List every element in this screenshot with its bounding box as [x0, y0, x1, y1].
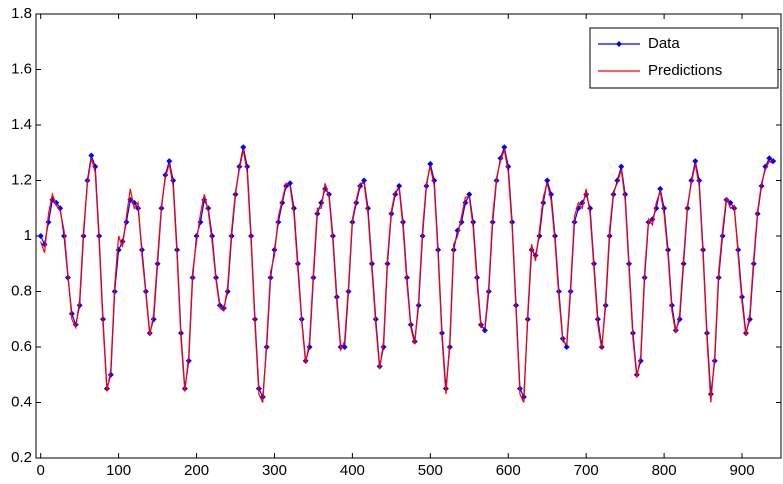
y-tick-label: 1 — [24, 227, 32, 244]
legend-label: Data — [648, 35, 680, 52]
data-point — [37, 233, 44, 239]
x-tick-label: 600 — [496, 462, 521, 479]
y-tick-label: 1.8 — [11, 5, 32, 22]
legend-box — [589, 27, 779, 89]
data-point — [692, 158, 699, 165]
x-tick-label: 900 — [730, 462, 755, 479]
legend: Data Predictions — [589, 27, 779, 89]
data-point — [618, 163, 625, 170]
data-point — [657, 185, 664, 192]
series-line — [40, 147, 774, 403]
data-point — [563, 344, 570, 350]
data-point — [466, 191, 473, 198]
data-point — [240, 144, 247, 151]
data-point — [396, 183, 403, 190]
y-tick-label: 1.4 — [11, 116, 32, 133]
y-tick-label: 1.2 — [11, 171, 32, 188]
data-point — [540, 199, 547, 206]
data-point — [501, 144, 508, 151]
data-point — [166, 158, 173, 165]
data-point — [544, 177, 551, 184]
y-tick-label: 0.4 — [11, 393, 32, 410]
data-point — [481, 327, 488, 334]
data-point — [427, 160, 434, 167]
legend-marker — [616, 41, 622, 47]
data-point — [88, 152, 95, 159]
x-tick-label: 0 — [37, 462, 45, 479]
x-tick-label: 200 — [184, 462, 209, 479]
data-point — [766, 155, 773, 162]
y-tick-label: 1.6 — [11, 60, 32, 77]
x-tick-label: 800 — [652, 462, 677, 479]
y-tick-label: 0.8 — [11, 282, 32, 299]
y-tick-label: 0.6 — [11, 338, 32, 355]
x-tick-label: 500 — [418, 462, 443, 479]
data-point — [361, 177, 368, 184]
legend-label: Predictions — [648, 62, 722, 79]
x-tick-label: 400 — [340, 462, 365, 479]
x-tick-label: 700 — [574, 462, 599, 479]
x-tick-label: 300 — [262, 462, 287, 479]
x-tick-label: 100 — [106, 462, 131, 479]
y-tick-label: 0.2 — [11, 449, 32, 466]
